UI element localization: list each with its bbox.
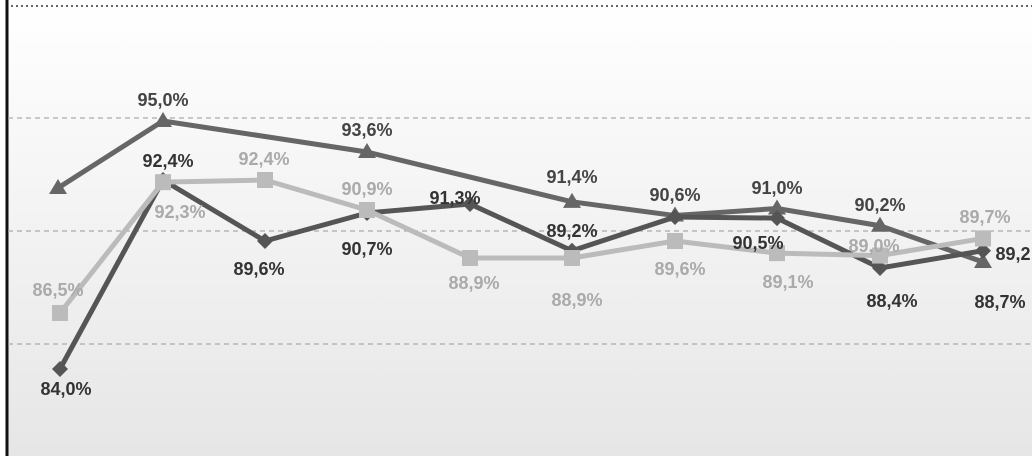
data-point-marker [563,192,581,208]
data-label: 90,2% [854,195,905,215]
data-label: 90,7% [341,239,392,259]
data-label: 91,4% [546,167,597,187]
data-point-marker [49,179,67,194]
data-label: 89,6% [654,259,705,279]
data-label: 88,9% [551,290,602,310]
data-label: 92,3% [154,202,205,222]
series-2 [52,172,991,321]
data-point-marker [667,209,683,225]
data-point-marker [872,260,888,276]
data-label: 89,0% [848,236,899,256]
data-point-marker [358,143,376,158]
data-label: 89,1% [762,272,813,292]
data-label: 91,0% [751,178,802,198]
data-point-marker [974,253,992,268]
data-label: 89,7% [959,207,1010,227]
data-label: 89,2% [546,221,597,241]
data-label: 88,4% [866,291,917,311]
data-point-marker [257,172,273,188]
data-point-marker [975,230,991,247]
data-label: 90,9% [341,179,392,199]
data-point-marker [871,216,889,232]
data-point-marker [155,174,171,191]
data-labels: 95,0% 93,6% 91,4% 90,6% 91,0% 90,2% 84,0% 92,4%… [32,90,1030,399]
data-label: 91,3% [429,188,480,208]
data-point-marker [462,196,478,212]
data-label: 89,2 [995,244,1030,264]
data-label: 89,6% [233,259,284,279]
data-label: 90,5% [732,233,783,253]
data-label: 88,9% [448,273,499,293]
data-point-marker [564,250,580,266]
data-point-marker [257,233,273,249]
data-point-marker [52,305,68,321]
data-label: 92,4% [238,149,289,169]
data-label: 88,7% [974,292,1025,312]
data-point-marker [975,242,991,259]
series-line [57,177,984,371]
series-line [56,118,984,265]
data-label: 84,0% [40,379,91,399]
data-point-marker [768,199,786,215]
series-line [58,177,984,315]
data-point-marker [872,247,888,264]
data-label: 95,0% [137,90,188,110]
data-label: 90,6% [649,185,700,205]
data-label: 92,4% [142,151,193,171]
data-label: 93,6% [341,120,392,140]
data-point-marker [462,250,478,266]
data-point-marker [667,233,683,249]
data-point-marker [769,245,785,262]
series-layer [49,112,992,377]
data-point-marker [52,361,68,377]
data-point-marker [769,210,785,227]
data-point-marker [154,112,172,127]
data-label: 86,5% [32,280,83,300]
data-point-marker [359,202,375,218]
